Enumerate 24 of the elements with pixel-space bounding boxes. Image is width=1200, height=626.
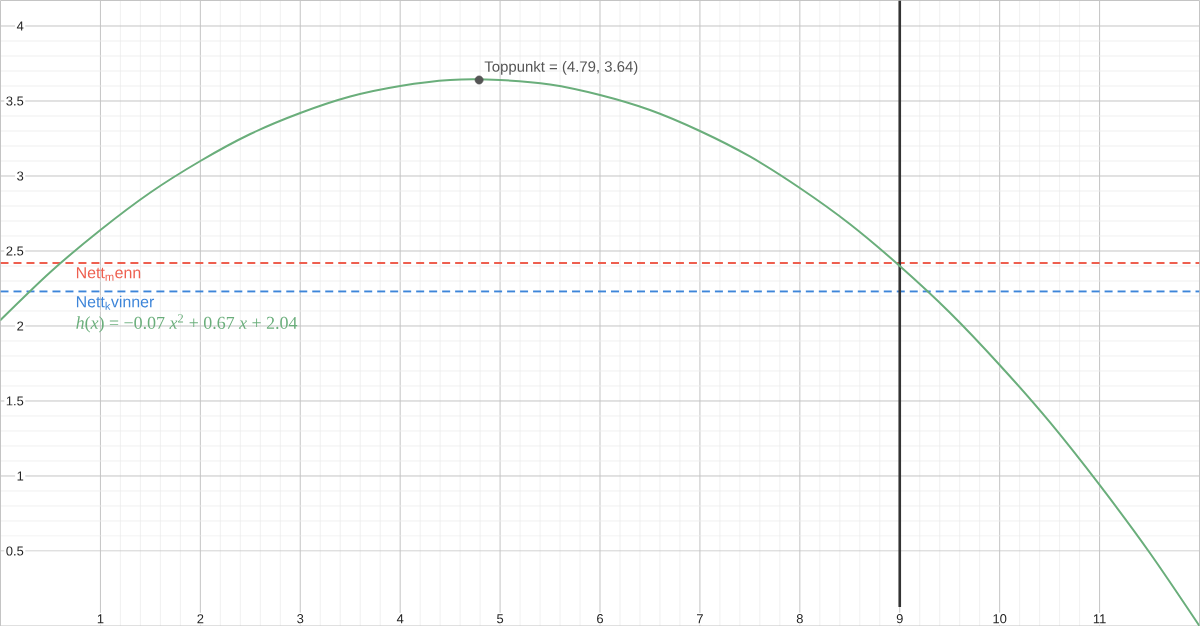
y-tick-label: 1.5 [6,396,24,406]
y-tick-label: 2.5 [6,246,24,256]
x-tick-label: 5 [497,614,504,624]
y-tick-label: 1 [17,471,24,481]
x-tick-label: 2 [197,614,204,624]
x-tick-label: 7 [696,614,703,624]
x-tick-label: 11 [1093,614,1106,624]
x-tick-label: 9 [896,613,903,624]
line-series [0,78,1200,626]
x-tick-label: 10 [993,613,1007,624]
ref-line-label: Nett$_{k}$vinner [76,295,155,310]
x-tick-label: 8 [796,613,803,624]
y-tick-label: 4 [16,21,24,31]
x-tick-label: 4 [396,614,404,624]
y-tick-label: 3 [17,171,24,181]
text: h(x) = −0.07 x$^{2}$ + 0.67 x + 2.04 [76,313,298,333]
y-tick-label: 3.5 [6,96,24,106]
ref-line-label: Nett$_{m}$enn [76,266,141,281]
x-tick-label: 6 [597,613,604,624]
x-tick-label: 3 [297,613,304,624]
y-tick-label: 2 [17,321,24,331]
annotation: Toppunkt = (4.79, 3.64) [484,60,638,75]
x-tick-label: 1 [97,614,104,624]
y-tick-label: 0.5 [6,546,24,556]
